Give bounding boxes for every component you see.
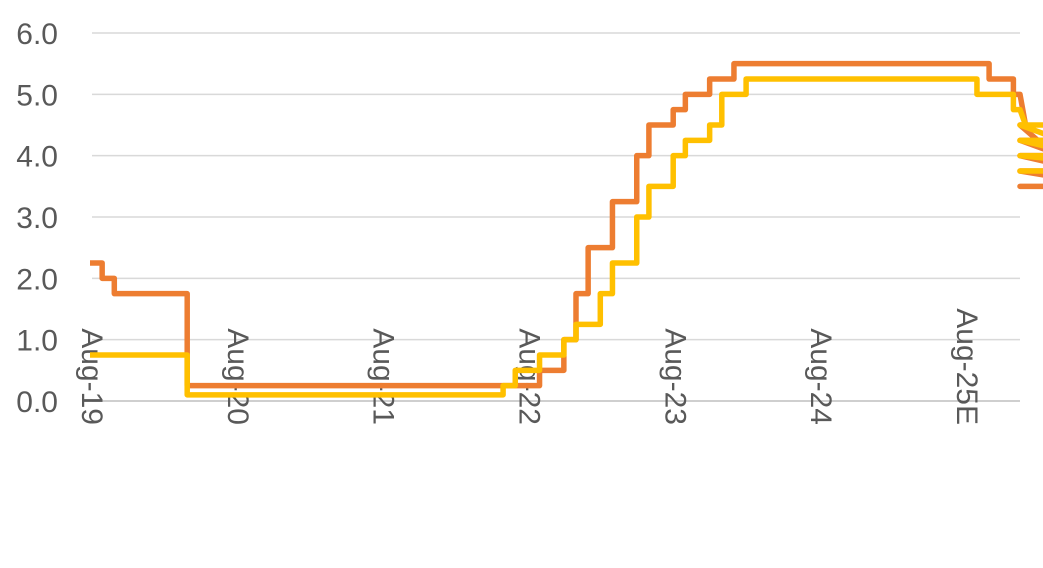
y-tick-label: 2.0 bbox=[16, 263, 58, 296]
x-tick-label: Aug-24 bbox=[804, 328, 837, 425]
y-tick-label: 4.0 bbox=[16, 141, 58, 174]
x-axis-tick-labels: Aug-19 Aug-20 Aug-21 Aug-22 Aug-23 Aug-24 Aug-… bbox=[75, 308, 983, 425]
y-tick-label: 1.0 bbox=[16, 325, 58, 358]
series-line-2 bbox=[90, 76, 1043, 398]
y-tick-label: 3.0 bbox=[16, 202, 58, 235]
x-tick-label: Aug-21 bbox=[367, 328, 400, 425]
x-tick-label: Aug-19 bbox=[75, 328, 108, 425]
y-tick-label: 6.0 bbox=[16, 18, 58, 51]
x-tick-label: Aug-23 bbox=[658, 328, 691, 425]
x-tick-label: Aug-20 bbox=[221, 328, 254, 425]
x-tick-label: Aug-25E bbox=[950, 308, 983, 425]
gridlines bbox=[92, 32, 1020, 402]
y-tick-label: 5.0 bbox=[16, 79, 58, 112]
series-lines bbox=[90, 60, 1043, 398]
y-tick-label: 0.0 bbox=[16, 386, 58, 419]
y-axis-tick-labels: 0.0 1.0 2.0 3.0 4.0 5.0 6.0 bbox=[16, 18, 58, 419]
